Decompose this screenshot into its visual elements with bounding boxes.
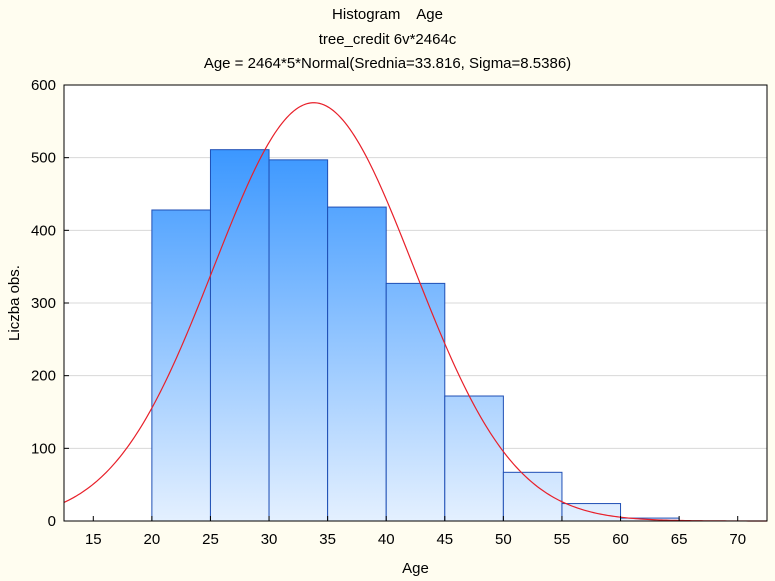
histogram-bar [327, 206, 387, 522]
y-tick-label: 400 [31, 222, 56, 239]
normal-fit-curve [63, 102, 768, 522]
x-tick-label: 35 [319, 531, 336, 548]
x-axis-label: Age [402, 560, 429, 577]
y-tick-label: 200 [31, 368, 56, 385]
x-tick-label: 25 [202, 531, 219, 548]
x-tick-label: 15 [85, 531, 102, 548]
chart-title: Histogram Age [332, 6, 443, 23]
histogram-bar [268, 159, 329, 522]
y-tick-label: 600 [31, 77, 56, 94]
x-tick-label: 55 [554, 531, 571, 548]
histogram-bar [444, 395, 504, 522]
y-tick-label: 300 [31, 295, 56, 312]
y-tick-label: 100 [31, 440, 56, 457]
x-tick-label: 65 [671, 531, 688, 548]
x-tick-label: 70 [729, 531, 746, 548]
histogram-bar [385, 282, 446, 522]
y-axis-ticks: 0 100 200 300 400 500 600 [31, 77, 69, 530]
x-tick-label: 60 [612, 531, 629, 548]
x-axis-ticks: 15 20 25 30 35 40 45 50 55 60 65 70 [85, 516, 746, 548]
x-tick-label: 45 [436, 531, 453, 548]
histogram-bar [209, 149, 270, 522]
y-tick-label: 500 [31, 150, 56, 167]
x-tick-label: 30 [261, 531, 278, 548]
histogram-bar [151, 209, 211, 522]
histogram-bars [151, 149, 680, 522]
fit-formula-label: Age = 2464*5*Normal(Srednia=33.816, Sigm… [203, 55, 572, 72]
x-tick-label: 40 [378, 531, 395, 548]
y-tick-label: 0 [48, 513, 56, 530]
x-tick-label: 20 [144, 531, 161, 548]
y-axis-label: Liczba obs. [6, 265, 23, 341]
chart-subtitle: tree_credit 6v*2464c [318, 31, 457, 48]
x-tick-label: 50 [495, 531, 512, 548]
